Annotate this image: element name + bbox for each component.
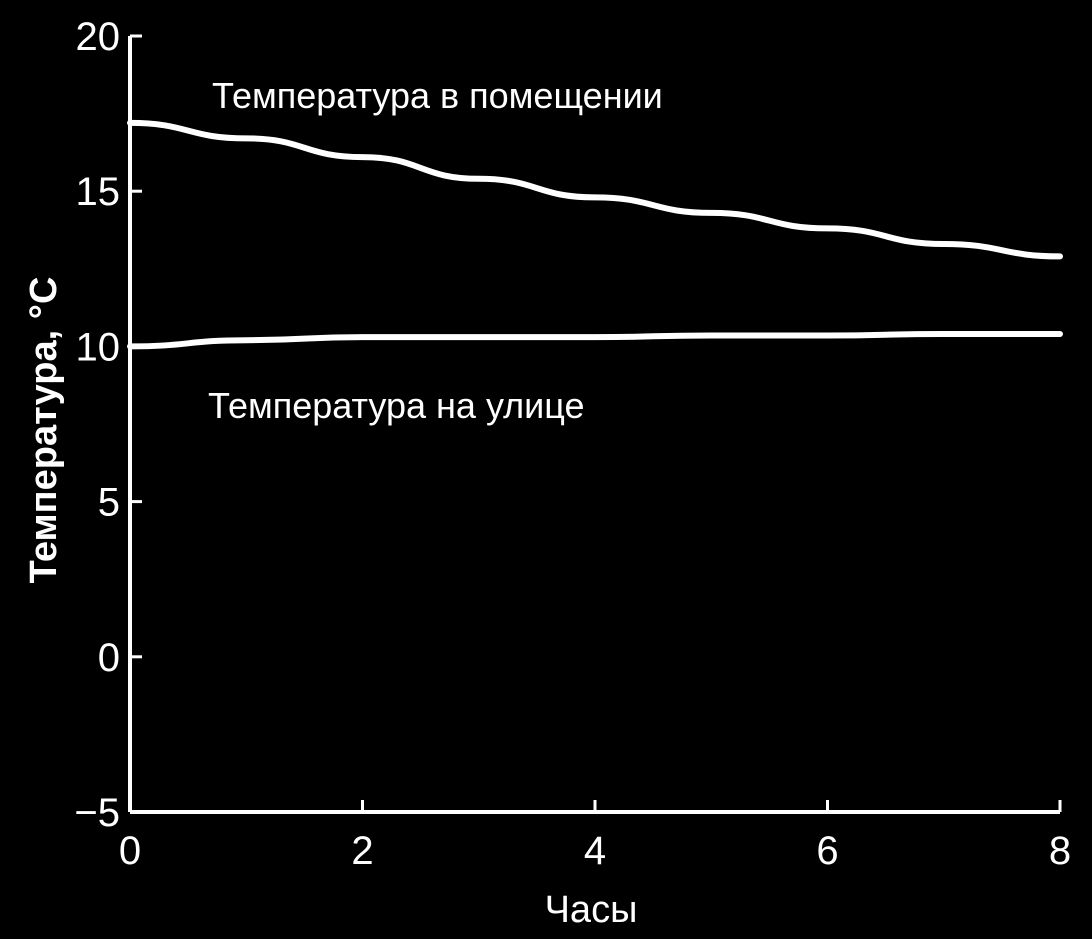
x-tick-label: 6 [816,829,838,873]
x-tick-label: 2 [351,829,373,873]
x-axis-ticks: 0 2 4 6 8 [119,800,1071,873]
y-tick-label: 15 [76,170,121,214]
x-tick-label: 4 [584,829,606,873]
y-axis-ticks: −5 0 5 10 15 20 [74,15,142,835]
y-axis-title: Температура, °C [23,277,65,584]
series-lines [127,119,1063,350]
y-tick-label: 0 [98,636,120,680]
series-line-outdoor [127,330,1063,350]
y-tick-label: −5 [74,791,120,835]
series-line-indoor [127,119,1063,260]
x-tick-label: 8 [1049,829,1071,873]
series-label-outdoor: Температура на улице [208,385,585,426]
y-tick-label: 10 [76,325,121,369]
series-label-indoor: Температура в помещении [212,75,663,116]
x-axis-title: Часы [545,889,638,931]
series-labels: Температура в помещении Температура на ул… [208,75,663,426]
y-tick-label: 20 [76,15,121,59]
x-tick-label: 0 [119,829,141,873]
y-tick-label: 5 [98,481,120,525]
